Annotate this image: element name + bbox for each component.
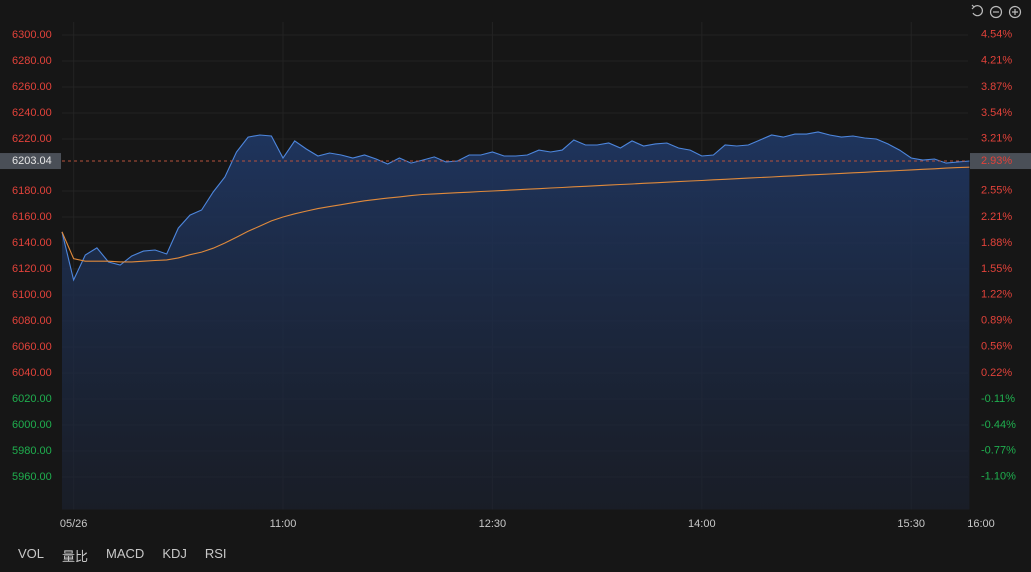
zoom-in-plus: [1012, 9, 1018, 15]
y-tick-label: 6080.00: [12, 315, 52, 327]
y-tick-label: 6220.00: [12, 133, 52, 145]
y2-tick-label: 0.89%: [981, 315, 1012, 327]
indicator-tab[interactable]: 量比: [62, 549, 89, 564]
y2-tick-label: 2.55%: [981, 184, 1012, 196]
y2-tick-label: 3.21%: [981, 133, 1012, 145]
x-tick-label: 05/26: [60, 518, 88, 530]
last-change-label: 2.93%: [981, 155, 1012, 167]
y-tick-label: 6300.00: [12, 29, 52, 41]
y-tick-label: 6040.00: [12, 367, 52, 379]
y2-tick-label: 0.22%: [981, 367, 1012, 379]
last-price-box: [0, 153, 61, 170]
y-tick-label: 5960.00: [12, 471, 52, 483]
y-tick-label: 6060.00: [12, 341, 52, 353]
indicator-tab[interactable]: KDJ: [162, 546, 187, 561]
y2-tick-label: 0.56%: [981, 340, 1012, 352]
chart: 6300.00 6280.00 6260.00 6240.00 6220.00 6180.…: [0, 4, 1031, 530]
indicator-tabs: VOL 量比 MACD KDJ RSI: [18, 546, 227, 565]
x-tick-label: 14:00: [688, 518, 716, 530]
y2-tick-label: -0.77%: [981, 445, 1016, 457]
y2-tick-label: 1.22%: [981, 289, 1012, 301]
indicator-tab[interactable]: VOL: [18, 546, 45, 561]
y-tick-label: 6100.00: [12, 289, 52, 301]
y2-tick-label: 3.54%: [981, 107, 1012, 119]
y2-tick-label: 2.21%: [981, 211, 1012, 223]
reset-icon[interactable]: [971, 4, 983, 17]
indicator-tab[interactable]: MACD: [106, 546, 145, 561]
price-area: [62, 132, 970, 510]
y2-tick-label: 1.88%: [981, 237, 1012, 249]
y2-tick-label: 3.87%: [981, 81, 1012, 93]
indicator-tab[interactable]: RSI: [204, 546, 227, 561]
y-tick-label: 6020.00: [12, 393, 52, 405]
series-line: [61, 131, 970, 282]
toolbar: [971, 4, 1022, 19]
last-price-label: 6203.04: [12, 155, 52, 167]
y-tick-label: 6120.00: [12, 263, 52, 275]
y-tick-label: 6280.00: [12, 55, 52, 67]
y2-tick-label: -1.10%: [981, 470, 1016, 482]
y-tick-label: 6180.00: [12, 185, 52, 197]
zoom-in-icon[interactable]: [1008, 5, 1022, 19]
x-tick-label: 15:30: [897, 518, 925, 530]
x-tick-label: 12:30: [479, 518, 507, 530]
series-line: [61, 166, 970, 263]
x-tick-label: 16:00: [967, 518, 995, 530]
y2-tick-label: 4.21%: [981, 54, 1012, 66]
y2-tick-label: -0.44%: [981, 419, 1016, 431]
y-tick-label: 6260.00: [12, 81, 52, 93]
y-tick-label: 6160.00: [12, 211, 52, 223]
y-tick-label: 5980.00: [12, 445, 52, 457]
x-tick-label: 11:00: [270, 518, 297, 530]
last-change-box: [970, 153, 1031, 170]
y2-tick-label: 1.55%: [981, 263, 1012, 275]
y-tick-label: 6240.00: [12, 107, 52, 119]
y2-tick-label: 4.54%: [981, 28, 1012, 40]
zoom-out-icon[interactable]: [989, 5, 1003, 19]
y-tick-label: 6000.00: [12, 419, 52, 431]
y-tick-label: 6140.00: [12, 237, 52, 249]
y2-tick-label: -0.11%: [981, 393, 1015, 405]
